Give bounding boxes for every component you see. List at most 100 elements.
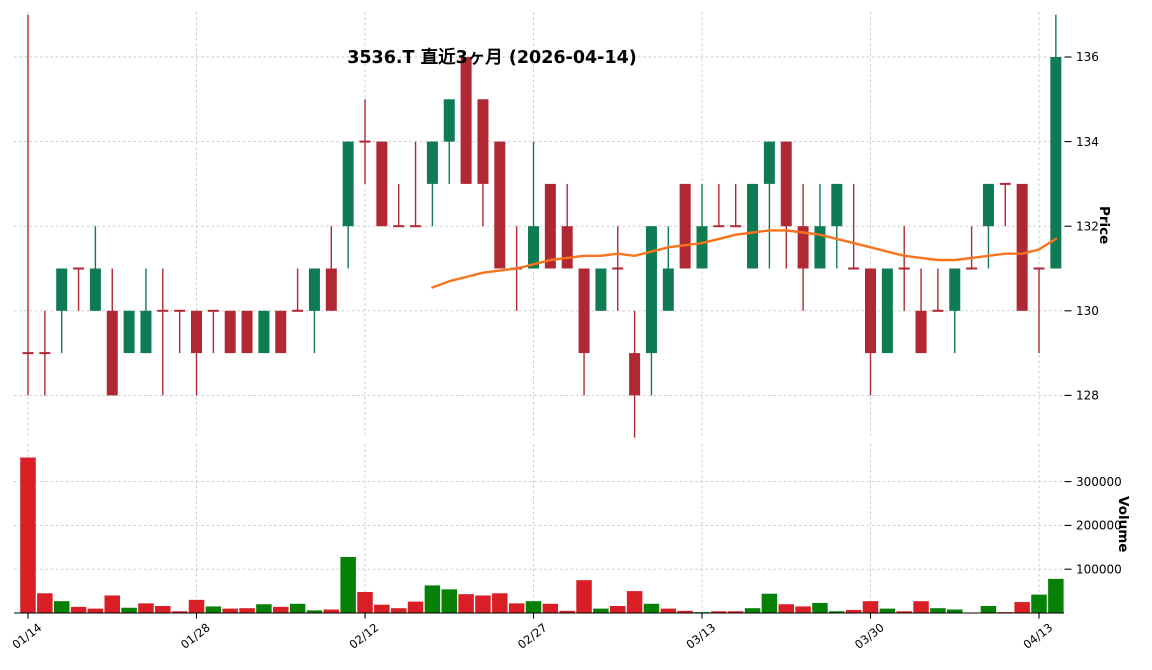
volume-bar <box>492 593 508 613</box>
candle <box>595 268 607 311</box>
candle <box>89 268 101 311</box>
volume-bars <box>20 457 1064 613</box>
price-tick-label: 130 <box>1076 304 1099 318</box>
candle <box>915 310 927 354</box>
volume-bar <box>930 608 946 613</box>
volume-bar <box>660 608 677 613</box>
candle <box>679 183 691 269</box>
candle <box>22 352 34 355</box>
volume-bar <box>711 611 727 613</box>
candle <box>1016 183 1028 311</box>
volume-bar <box>677 610 693 613</box>
candle <box>578 268 590 354</box>
candle <box>730 225 742 228</box>
volume-bar <box>761 593 778 613</box>
candle <box>325 268 337 311</box>
candle <box>207 309 219 312</box>
volume-bar <box>407 601 424 613</box>
candle <box>865 268 876 354</box>
volume-bar <box>222 608 238 613</box>
candle <box>174 309 186 312</box>
volume-bar <box>610 605 626 613</box>
price-tick-label: 132 <box>1076 219 1099 233</box>
volume-bar <box>626 591 643 613</box>
volume-bar <box>20 457 36 613</box>
volume-bar <box>155 605 171 613</box>
candle <box>747 183 759 269</box>
candle <box>494 141 506 269</box>
candle <box>359 140 371 143</box>
volume-bar <box>441 589 457 613</box>
price-axis-label: Price <box>1096 206 1112 245</box>
candle <box>73 267 85 270</box>
volume-bar <box>829 611 845 613</box>
volume-bar <box>390 608 407 613</box>
candle <box>831 183 843 227</box>
volume-axis-label: Volume <box>1115 496 1131 553</box>
candle <box>308 268 320 311</box>
x-tick-label: 01/14 <box>10 620 45 651</box>
volume-bar <box>525 601 542 613</box>
x-tick-label: 03/13 <box>684 620 719 651</box>
volume-bar <box>37 593 53 613</box>
candle <box>645 226 657 354</box>
candle <box>848 267 860 270</box>
volume-bar <box>340 556 356 613</box>
volume-bar <box>475 595 491 613</box>
ma-line <box>431 229 1058 289</box>
candle <box>123 310 135 354</box>
x-tick-label: 02/27 <box>515 620 550 651</box>
ma-line-group <box>431 229 1058 289</box>
candle <box>966 267 978 270</box>
volume-bar <box>947 609 963 613</box>
candle <box>561 226 573 269</box>
candle <box>56 268 68 311</box>
candle <box>224 310 236 354</box>
volume-bar <box>896 611 912 613</box>
volume-bar <box>1048 578 1064 613</box>
candle <box>1050 57 1062 269</box>
volume-bar <box>727 611 744 613</box>
chart-title: 3536.T 直近3ヶ月 (2026-04-14) <box>347 48 637 68</box>
candle <box>949 268 961 311</box>
volume-bar <box>121 607 137 613</box>
candle <box>629 353 641 396</box>
candle <box>662 268 674 311</box>
candle <box>982 183 994 227</box>
candle <box>443 99 455 142</box>
volume-bar <box>87 608 104 613</box>
volume-bar <box>273 606 289 613</box>
candle <box>696 226 708 269</box>
candle <box>898 267 910 270</box>
candle <box>140 310 152 354</box>
volume-bar <box>643 603 660 613</box>
volume-bar <box>1014 602 1030 613</box>
candle <box>275 310 287 354</box>
price-tick-label: 136 <box>1076 50 1099 64</box>
candle <box>612 267 624 270</box>
candle <box>106 310 118 396</box>
volume-bar <box>289 603 306 613</box>
candle <box>814 226 826 269</box>
volume-bar <box>138 603 154 613</box>
volume-bar <box>306 610 323 613</box>
volume-bar <box>424 585 441 613</box>
x-tick-label: 02/12 <box>347 620 382 651</box>
candle <box>191 310 202 354</box>
volume-bar <box>744 608 761 613</box>
volume-bar <box>171 611 188 613</box>
volume-tick-label: 300000 <box>1076 475 1122 489</box>
x-tick-label: 04/13 <box>1021 620 1056 651</box>
volume-tick-label: 200000 <box>1076 519 1122 533</box>
volume-bar <box>374 604 390 613</box>
price-tick-label: 128 <box>1076 389 1099 403</box>
candle <box>393 225 405 228</box>
candle <box>241 310 253 354</box>
volume-bar <box>458 594 474 613</box>
volume-bar <box>323 609 340 613</box>
candle <box>376 141 388 227</box>
volume-tick-label: 100000 <box>1076 562 1122 576</box>
volume-bar <box>559 610 575 613</box>
